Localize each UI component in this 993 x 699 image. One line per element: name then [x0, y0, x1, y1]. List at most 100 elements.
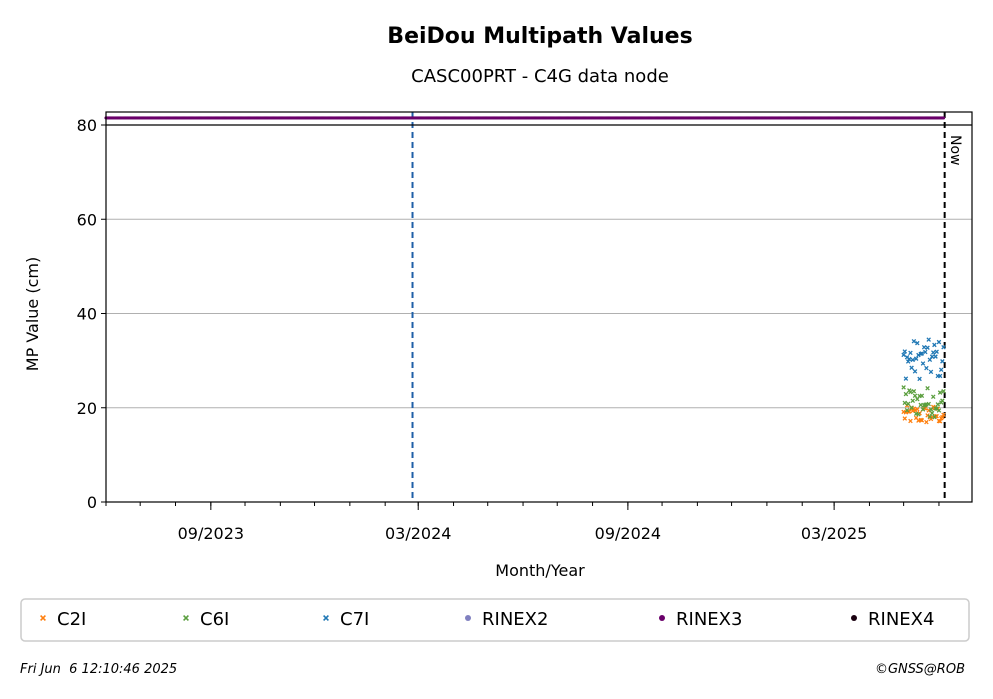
- chart-title: BeiDou Multipath Values: [387, 24, 692, 49]
- point-C7I: [921, 344, 927, 350]
- point-C6I: [929, 410, 935, 416]
- point-C7I: [919, 351, 925, 356]
- point-C2I: [915, 407, 920, 412]
- chart-subtitle: CASC00PRT - C4G data node: [411, 66, 669, 87]
- legend-marker-C2I: [40, 615, 46, 621]
- x-tick-label: 09/2024: [595, 524, 661, 543]
- y-tick-label: 0: [87, 493, 97, 512]
- point-C7I: [909, 365, 914, 371]
- point-C7I: [916, 352, 921, 358]
- point-C2I: [937, 419, 943, 424]
- x-tick-label: 09/2023: [178, 524, 244, 543]
- legend-label-C2I: C2I: [57, 609, 86, 630]
- point-C7I: [934, 349, 939, 354]
- point-C6I: [901, 385, 906, 390]
- y-tick-label: 40: [77, 305, 97, 324]
- point-C6I: [927, 414, 933, 419]
- point-C6I: [925, 385, 930, 391]
- point-C6I: [941, 388, 946, 394]
- point-C6I: [912, 393, 918, 398]
- footer-timestamp: Fri Jun 6 12:10:46 2025: [20, 662, 177, 677]
- plot-frame: [105, 111, 973, 503]
- x-tick-label: 03/2025: [801, 524, 867, 543]
- point-C6I: [935, 402, 941, 407]
- event-lines: Now: [411, 112, 963, 502]
- legend-label-RINEX3: RINEX3: [676, 609, 742, 630]
- point-C7I: [926, 337, 931, 342]
- point-C7I: [923, 349, 928, 355]
- point-C7I: [930, 350, 936, 355]
- point-C6I: [936, 408, 942, 413]
- point-C7I: [913, 356, 919, 361]
- point-C6I: [918, 402, 923, 408]
- point-C7I: [905, 359, 911, 364]
- legend-label-RINEX2: RINEX2: [482, 609, 548, 630]
- point-C7I: [908, 350, 913, 356]
- legend-marker-C7I: [323, 615, 329, 621]
- axes: 0 20 40 60 80 09/2023 03/2024 09/2024 03/2025: [77, 111, 973, 543]
- legend-label-C7I: C7I: [340, 609, 369, 630]
- point-C7I: [940, 359, 945, 364]
- legend-label-RINEX4: RINEX4: [868, 609, 934, 630]
- y-tick-label: 20: [77, 399, 97, 418]
- legend-marker-RINEX4: [851, 615, 857, 621]
- point-C7I: [917, 376, 922, 382]
- point-C6I: [910, 398, 916, 404]
- point-C6I: [903, 391, 909, 397]
- point-C2I: [919, 418, 925, 423]
- point-C7I: [920, 361, 926, 366]
- point-C7I: [911, 338, 917, 344]
- point-C7I: [933, 354, 938, 359]
- point-C6I: [911, 388, 917, 394]
- point-C6I: [937, 390, 943, 395]
- point-RINEX3: [941, 116, 946, 120]
- point-C7I: [941, 344, 946, 350]
- legend: C2I C6I C7I RINEX2 RINEX3 RINEX4: [20, 598, 970, 642]
- point-C7I: [912, 369, 918, 374]
- point-C2I: [941, 412, 946, 417]
- y-tick-label: 80: [77, 116, 97, 135]
- point-C7I: [903, 376, 909, 381]
- y-axis-label: MP Value (cm): [23, 257, 42, 371]
- point-C7I: [937, 373, 943, 379]
- point-C7I: [925, 345, 930, 350]
- data-points: [104, 116, 946, 425]
- point-C6I: [933, 406, 938, 411]
- point-C7I: [902, 349, 908, 354]
- legend-marker-RINEX2: [465, 615, 471, 621]
- point-C7I: [910, 357, 916, 363]
- x-axis-label: Month/Year: [495, 561, 585, 580]
- legend-box: [20, 598, 970, 642]
- point-C6I: [916, 412, 921, 417]
- point-C6I: [930, 394, 936, 400]
- x-tick-label: 03/2024: [385, 524, 451, 543]
- point-C6I: [909, 405, 914, 411]
- point-C6I: [928, 407, 934, 412]
- y-tick-label: 60: [77, 210, 97, 229]
- point-C7I: [907, 356, 912, 362]
- legend-marker-C6I: [183, 615, 189, 621]
- point-C6I: [926, 401, 931, 407]
- point-C2I: [908, 418, 913, 424]
- point-C7I: [932, 342, 937, 348]
- point-C6I: [920, 407, 926, 412]
- point-C6I: [919, 393, 925, 399]
- point-C6I: [904, 408, 910, 413]
- point-C7I: [924, 365, 929, 371]
- point-C2I: [902, 416, 908, 421]
- point-C7I: [915, 340, 920, 346]
- point-C2I: [940, 414, 945, 420]
- now-label: Now: [947, 135, 963, 166]
- point-C6I: [905, 401, 911, 407]
- point-C7I: [901, 352, 906, 358]
- point-C2I: [907, 409, 912, 414]
- point-C7I: [936, 339, 942, 345]
- point-C7I: [928, 369, 934, 375]
- point-C6I: [932, 414, 937, 420]
- point-C6I: [940, 398, 945, 403]
- legend-marker-RINEX3: [659, 615, 665, 621]
- grid-lines: [106, 124, 972, 409]
- point-C6I: [908, 389, 913, 395]
- point-C6I: [902, 400, 908, 406]
